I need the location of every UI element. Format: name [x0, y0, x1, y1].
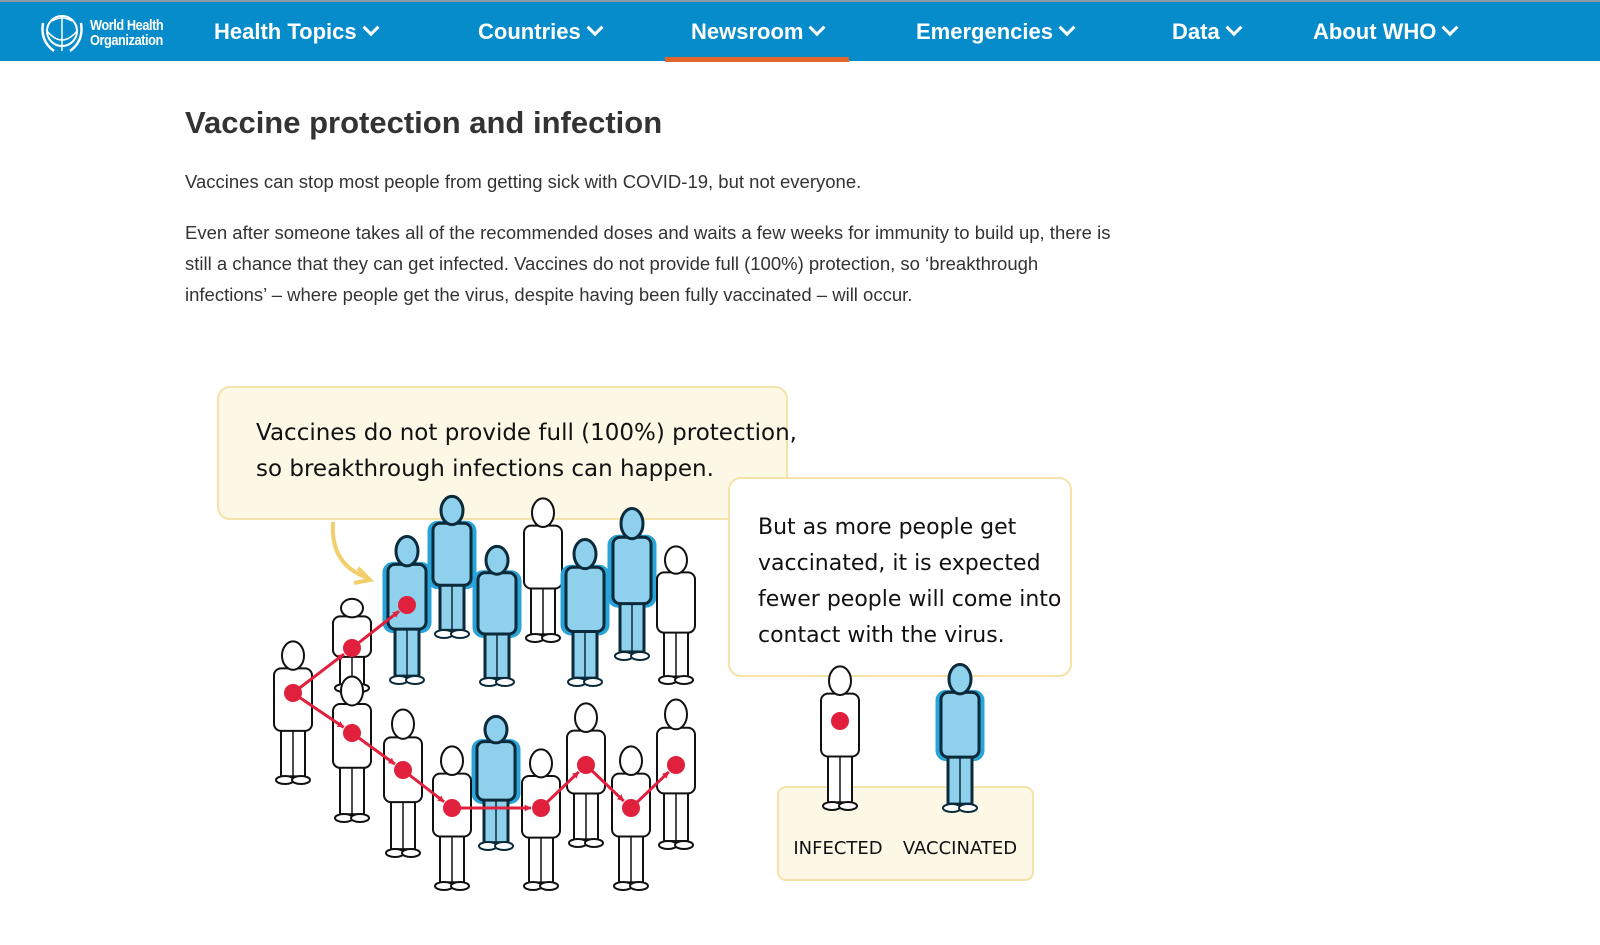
nav-health-topics[interactable]: Health Topics [214, 2, 380, 61]
who-logo[interactable]: World Health Organization [38, 11, 176, 55]
infection-dot [831, 712, 849, 730]
unvaccinated-person [820, 665, 860, 811]
who-emblem-icon [41, 15, 83, 53]
nav-label: Newsroom [691, 18, 804, 44]
transmission-arrow [584, 763, 625, 803]
pointer-arrow [330, 521, 369, 580]
vaccinated-person [935, 662, 985, 813]
unvaccinated-person [383, 708, 423, 858]
transmission-arrow [351, 731, 396, 766]
nav-countries[interactable]: Countries [478, 2, 604, 61]
unvaccinated-person [611, 745, 651, 891]
nav-emergencies[interactable]: Emergencies [916, 2, 1076, 61]
pointer-arrowhead [353, 566, 375, 585]
transmission-arrow [402, 768, 446, 804]
vaccinated-person [560, 537, 610, 687]
transmission-arrow [351, 609, 401, 650]
transmission-arrow [629, 770, 670, 810]
intro-paragraph: Vaccines can stop most people from getti… [185, 171, 862, 192]
nav-label: Emergencies [916, 18, 1053, 44]
bubble1-line1: Vaccines do not provide full (100%) prot… [256, 420, 797, 446]
vaccinated-person [427, 494, 477, 639]
bubble2-line1: But as more people get [758, 515, 1017, 540]
unvaccinated-person [432, 745, 472, 891]
bubble2-line3: fewer people will come into [758, 587, 1061, 612]
legend-vaccinated: VACCINATED [903, 838, 1017, 859]
nav-about-who[interactable]: About WHO [1313, 2, 1459, 61]
logo-line-1: World Health [90, 17, 164, 34]
bubble2-line4: contact with the virus. [758, 623, 1005, 648]
bubble2-line2: vaccinated, it is expected [758, 551, 1041, 576]
nav-label: Health Topics [214, 18, 357, 44]
unvaccinated-person [656, 545, 696, 685]
legend-infected: INFECTED [793, 838, 882, 859]
bubble1-line2: so breakthrough infections can happen. [256, 456, 714, 482]
nav-label: Countries [478, 18, 581, 44]
infection-dot [398, 596, 416, 614]
nav-label: Data [1172, 18, 1220, 44]
transmission-arrow [452, 804, 531, 812]
unvaccinated-person [521, 748, 561, 891]
transmission-arrow [292, 691, 345, 729]
body-paragraph: Even after someone takes all of the reco… [185, 222, 1111, 305]
vaccinated-person [471, 714, 521, 851]
vaccinated-person [607, 507, 657, 661]
bubble-breakthrough [217, 386, 788, 520]
unvaccinated-person [523, 497, 563, 643]
bubble-more-vaccinated [728, 477, 1072, 677]
top-nav: World Health Organization Health Topics … [0, 0, 1600, 62]
unvaccinated-person [273, 640, 313, 785]
unvaccinated-person [656, 698, 696, 850]
nav-label: About WHO [1313, 18, 1437, 44]
logo-line-2: Organization [90, 32, 163, 49]
nav-data[interactable]: Data [1172, 2, 1243, 61]
legend-box [777, 786, 1034, 881]
nav-newsroom[interactable]: Newsroom [664, 2, 851, 62]
transmission-arrow [292, 652, 345, 695]
infection-dot [667, 756, 685, 774]
unvaccinated-person [332, 675, 372, 823]
vaccinated-person [382, 534, 432, 685]
page-title: Vaccine protection and infection [185, 105, 663, 140]
unvaccinated-person [566, 702, 606, 848]
transmission-arrow [539, 770, 580, 810]
vaccinated-person [472, 544, 522, 687]
